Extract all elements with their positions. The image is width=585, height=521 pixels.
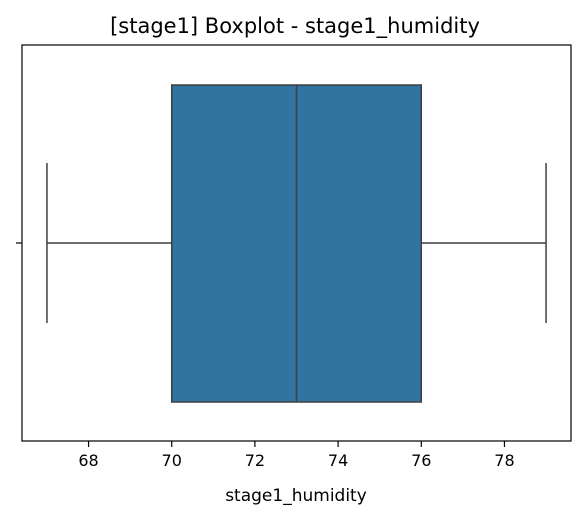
x-tick-label: 72 bbox=[245, 451, 265, 470]
x-tick-label: 70 bbox=[162, 451, 182, 470]
plot-area bbox=[46, 84, 547, 403]
x-tick-label: 76 bbox=[411, 451, 431, 470]
x-axis-label: stage1_humidity bbox=[225, 486, 367, 506]
x-tick-label: 68 bbox=[78, 451, 98, 470]
x-tick-label: 78 bbox=[494, 451, 514, 470]
chart-title: [stage1] Boxplot - stage1_humidity bbox=[110, 14, 480, 39]
x-axis: 68 70 72 74 76 78 bbox=[78, 441, 515, 470]
x-tick-label: 74 bbox=[328, 451, 348, 470]
